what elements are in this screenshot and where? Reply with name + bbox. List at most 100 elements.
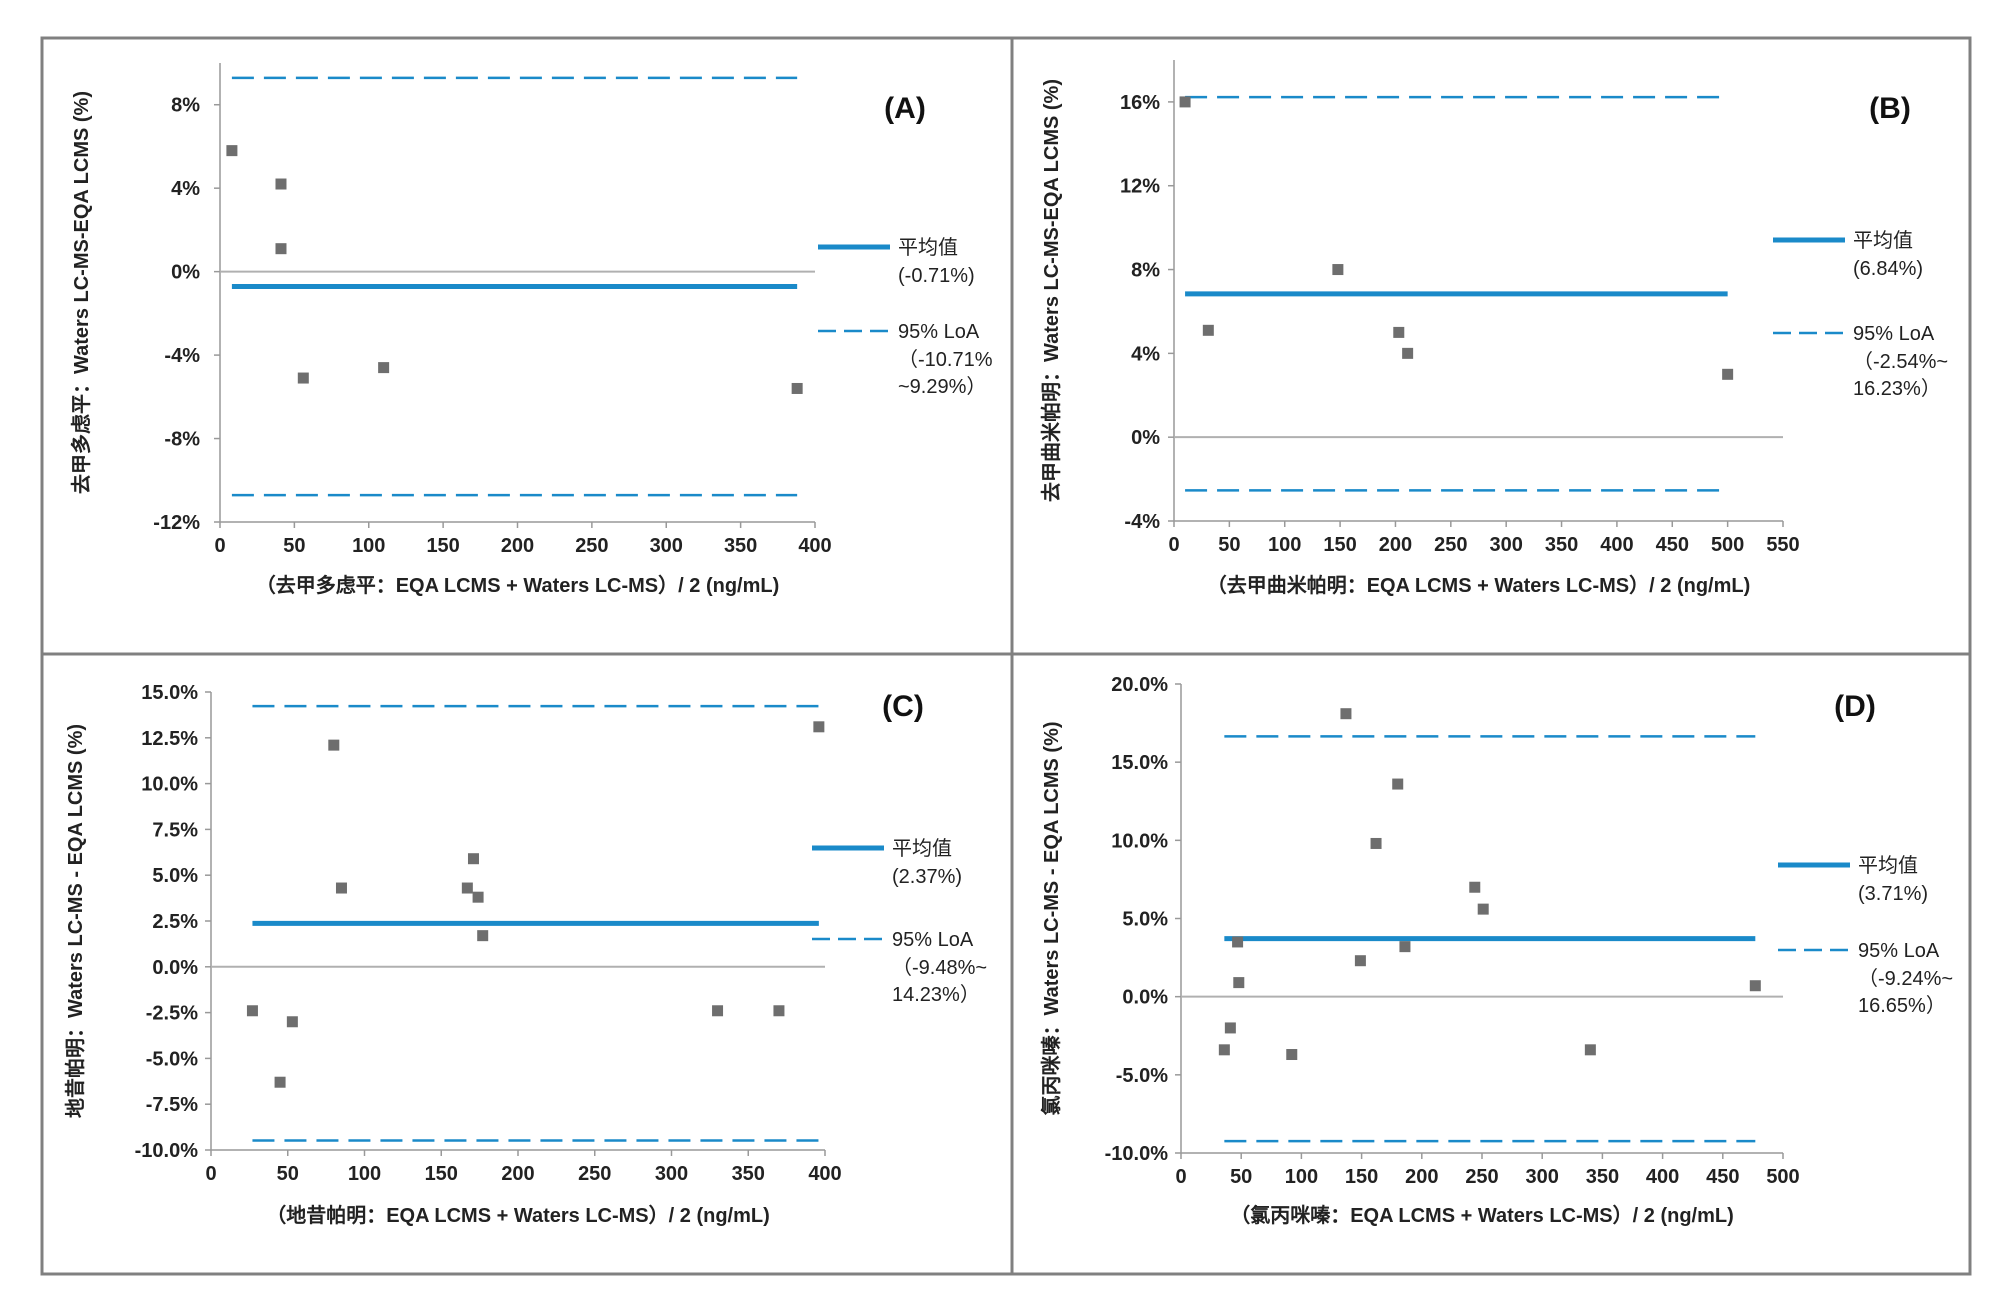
- y-axis-title: 地昔帕明：Waters LC-MS - EQA LCMS (%): [63, 724, 87, 1118]
- y-tick-label: -7.5%: [146, 1094, 198, 1116]
- panel-label: (D): [1834, 690, 1876, 723]
- legend-mean-label: 平均值: [1853, 229, 1913, 252]
- data-point: [1179, 96, 1191, 108]
- legend-loa-label: 95% LoA: [892, 929, 974, 951]
- x-axis-title: （去甲多虑平：EQA LCMS + Waters LC-MS）/ 2 (ng/m…: [256, 573, 780, 597]
- legend-mean-value: (3.71%): [1858, 883, 1928, 905]
- x-tick-label: 300: [1489, 534, 1522, 556]
- y-tick-label: 15.0%: [141, 682, 198, 704]
- x-tick-label: 100: [1268, 534, 1301, 556]
- x-tick-label: 400: [1646, 1166, 1679, 1188]
- y-tick-label: 5.0%: [152, 865, 198, 887]
- x-tick-label: 350: [1586, 1166, 1619, 1188]
- y-axis-title: 去甲多虑平：Waters LC-MS-EQA LCMS (%): [69, 91, 93, 494]
- x-tick-label: 300: [1526, 1166, 1559, 1188]
- y-tick-label: 7.5%: [152, 819, 198, 841]
- legend-loa-label: 95% LoA: [898, 321, 980, 343]
- data-point: [275, 243, 287, 255]
- x-tick-label: 450: [1656, 534, 1689, 556]
- y-tick-label: 2.5%: [152, 911, 198, 933]
- data-point: [246, 1005, 258, 1017]
- data-point: [791, 382, 803, 394]
- x-tick-label: 250: [1465, 1166, 1498, 1188]
- panel-label: (A): [884, 92, 926, 125]
- y-tick-label: 12.5%: [141, 728, 198, 750]
- data-point: [1722, 368, 1734, 380]
- data-point: [1218, 1044, 1230, 1056]
- y-tick-label: -4%: [164, 345, 200, 367]
- legend-loa-range: ~9.29%）: [898, 375, 986, 398]
- legend-mean-value: (2.37%): [892, 866, 962, 888]
- data-point: [1286, 1049, 1298, 1061]
- legend-loa-range: 16.23%）: [1853, 377, 1941, 400]
- data-point: [773, 1005, 785, 1017]
- x-tick-label: 500: [1711, 534, 1744, 556]
- panel-frame: [1010, 652, 1972, 1276]
- y-tick-label: -5.0%: [146, 1048, 198, 1070]
- y-tick-label: 5.0%: [1122, 909, 1168, 931]
- x-tick-label: 100: [348, 1163, 381, 1185]
- x-tick-label: 150: [425, 1163, 458, 1185]
- data-point: [1233, 977, 1245, 989]
- y-tick-label: -2.5%: [146, 1003, 198, 1025]
- data-point: [335, 882, 347, 894]
- x-tick-label: 150: [1323, 534, 1356, 556]
- y-axis-title: 氯丙咪嗪：Waters LC-MS - EQA LCMS (%): [1039, 721, 1063, 1115]
- x-tick-label: 100: [1285, 1166, 1318, 1188]
- x-tick-label: 50: [277, 1163, 299, 1185]
- legend-mean-label: 平均值: [892, 837, 952, 860]
- data-point: [1749, 980, 1761, 992]
- panel-label: (B): [1869, 92, 1911, 125]
- x-tick-label: 350: [732, 1163, 765, 1185]
- data-point: [1332, 264, 1344, 276]
- x-tick-label: 400: [808, 1163, 841, 1185]
- x-axis-title: （氯丙咪嗪：EQA LCMS + Waters LC-MS）/ 2 (ng/mL…: [1230, 1203, 1734, 1227]
- y-tick-label: 0.0%: [152, 957, 198, 979]
- panel-label: (C): [882, 690, 924, 723]
- data-point: [274, 1076, 286, 1088]
- x-tick-label: 50: [1218, 534, 1240, 556]
- data-point: [1584, 1044, 1596, 1056]
- x-axis-title: （地昔帕明：EQA LCMS + Waters LC-MS）/ 2 (ng/mL…: [266, 1203, 770, 1227]
- x-tick-label: 400: [798, 535, 831, 557]
- x-tick-label: 500: [1766, 1166, 1799, 1188]
- legend-mean-value: (-0.71%): [898, 265, 975, 287]
- y-tick-label: 10.0%: [1111, 830, 1168, 852]
- data-point: [328, 739, 340, 751]
- chart-panel-4: -10.0% -5.0% 0.0% 5.0% 10.0% 15.0% 20.0% 0 50 100…: [1010, 652, 1972, 1276]
- chart-panel-3: -10.0% -7.5% -5.0% -2.5% 0.0% 2.5% 5.0% 7.5% 10.…: [40, 652, 1014, 1276]
- x-tick-label: 250: [575, 535, 608, 557]
- x-tick-label: 350: [724, 535, 757, 557]
- x-tick-label: 150: [426, 535, 459, 557]
- legend-loa-range: （-9.48%~: [892, 956, 987, 979]
- data-point: [286, 1016, 298, 1028]
- x-tick-label: 200: [1405, 1166, 1438, 1188]
- data-point: [1477, 903, 1489, 915]
- data-point: [378, 362, 390, 374]
- x-tick-label: 350: [1545, 534, 1578, 556]
- y-tick-label: 8%: [171, 95, 200, 117]
- y-tick-label: 20.0%: [1111, 674, 1168, 696]
- data-point: [472, 891, 484, 903]
- x-axis-title: （去甲曲米帕明：EQA LCMS + Waters LC-MS）/ 2 (ng/…: [1207, 573, 1751, 597]
- data-point: [1354, 955, 1366, 967]
- data-point: [1340, 708, 1352, 720]
- legend-loa-label: 95% LoA: [1858, 940, 1940, 962]
- y-tick-label: -4%: [1124, 511, 1160, 533]
- legend-loa-range: （-10.71%: [898, 348, 993, 371]
- x-tick-label: 200: [501, 535, 534, 557]
- y-tick-label: 0%: [171, 262, 200, 284]
- y-tick-label: -12%: [153, 512, 200, 534]
- y-tick-label: 12%: [1120, 176, 1160, 198]
- y-tick-label: -10.0%: [1105, 1143, 1169, 1165]
- data-point: [1202, 324, 1214, 336]
- legend-loa-range: （-2.54%~: [1853, 350, 1948, 373]
- data-point: [1224, 1022, 1236, 1034]
- x-tick-label: 250: [578, 1163, 611, 1185]
- x-tick-label: 150: [1345, 1166, 1378, 1188]
- data-point: [1399, 941, 1411, 953]
- data-point: [813, 721, 825, 733]
- data-point: [275, 178, 287, 190]
- y-tick-label: 10.0%: [141, 774, 198, 796]
- data-point: [1469, 881, 1481, 893]
